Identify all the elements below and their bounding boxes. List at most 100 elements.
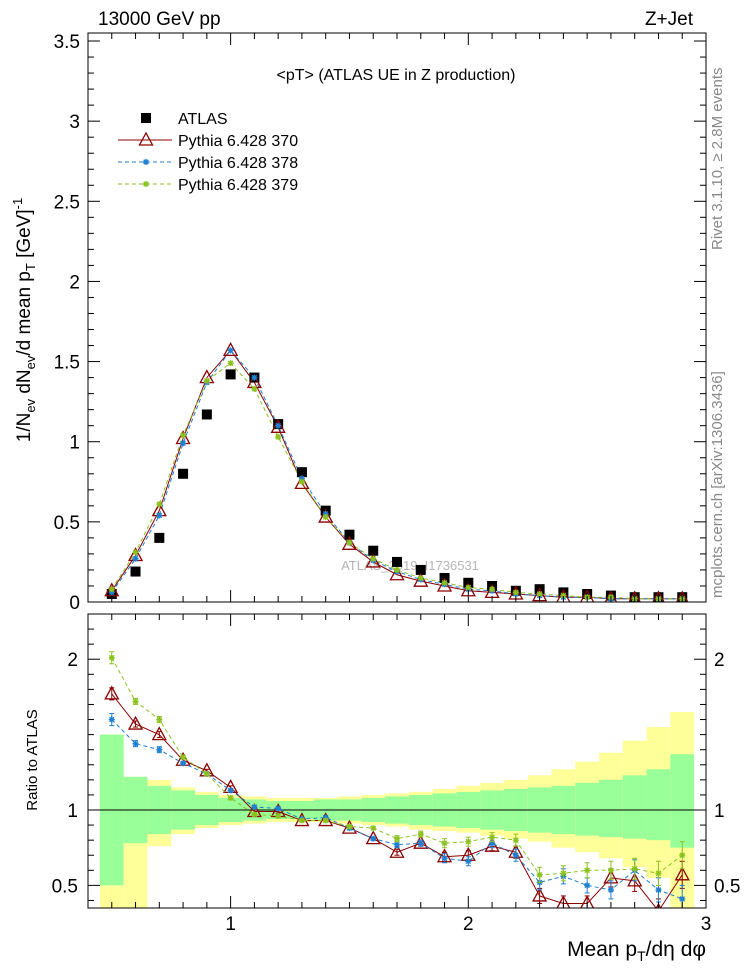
main-plot-area [104, 341, 689, 602]
ratio-data-point [607, 886, 614, 893]
atlas-data-point [582, 588, 593, 599]
watermark: ATLAS_2019_I1736531 [341, 558, 479, 573]
mc-data-point [465, 584, 472, 591]
ratio-data-point [556, 895, 571, 908]
mc-data-point [370, 555, 377, 562]
mc-data-point [180, 432, 187, 439]
mc-data-point [298, 475, 305, 482]
main-y-tick-label: 3 [69, 112, 80, 133]
legend-label: ATLAS [178, 111, 228, 128]
mc-data-point [132, 555, 139, 562]
ratio-data-point [512, 837, 519, 844]
main-y-tick-label: 3.5 [54, 32, 80, 53]
ratio-data-point [180, 760, 187, 767]
legend-marker-atlas [141, 113, 151, 123]
mc-data-point [227, 347, 234, 354]
ratio-data-point [536, 871, 543, 878]
ratio-data-point [132, 740, 139, 747]
mc-data-point [108, 586, 115, 593]
mc-data-point [652, 590, 665, 602]
mc-data-point [346, 539, 353, 546]
ratio-data-point [227, 787, 234, 794]
ratio-data-point [104, 685, 120, 700]
legend: ATLAS Pythia 6.428 370 Pythia 6.428 378 Pyt… [118, 111, 298, 194]
mc-data-point [580, 588, 595, 602]
axes: 00.511.522.533.51 2 30.5 0.51 12 2 [52, 32, 741, 935]
mc-data-point [294, 475, 310, 490]
mc-data-point [394, 566, 400, 573]
mc-data-point [341, 535, 358, 550]
mc-data-point [556, 588, 571, 602]
ratio-data-point [322, 814, 329, 821]
mc-data-point [322, 514, 329, 521]
ratio-data-point [298, 817, 305, 824]
legend-label: Pythia 6.428 370 [178, 133, 298, 150]
main-y-tick-label: 1.5 [54, 353, 80, 374]
mc-data-point [203, 377, 210, 384]
ratio-y-tick-label-right: 0.5 [714, 876, 740, 897]
mc-data-point [318, 508, 334, 523]
mc-data-point [104, 582, 120, 597]
ratio-data-point [465, 858, 472, 865]
ratio-data-point [275, 813, 282, 820]
ratio-data-point [227, 794, 234, 801]
mc-data-point [604, 590, 618, 602]
mc-data-point [322, 510, 329, 517]
ratio-data-point [251, 803, 258, 810]
ratio-data-point [627, 872, 643, 887]
ratio-data-point [607, 867, 614, 874]
ratio-data-point [441, 855, 448, 862]
mc-data-point [156, 501, 163, 508]
ratio-data-point [413, 834, 429, 849]
ratio-y-axis-label: Ratio to ATLAS [24, 709, 41, 810]
legend-label: Pythia 6.428 379 [178, 177, 298, 194]
ratio-data-point [417, 840, 424, 847]
ratio-data-point [180, 754, 187, 761]
ratio-data-point [365, 830, 381, 845]
atlas-data-point [154, 532, 165, 543]
atlas-data-point [415, 564, 426, 575]
ratio-data-point [151, 726, 167, 741]
side-label-rivet: Rivet 3.1.10, ≥ 2.8M events [709, 68, 726, 251]
ratio-data-point [441, 840, 448, 847]
inner-band-bin [622, 775, 647, 839]
ratio-data-point [203, 770, 210, 777]
main-y-tick-label: 0 [69, 593, 80, 614]
x-axis-label: Mean pT/dη dφ [567, 938, 706, 964]
mc-data-point [251, 374, 258, 381]
mc-data-point [275, 422, 282, 429]
mc-data-point [275, 433, 282, 440]
mc-data-point [489, 586, 496, 593]
ratio-data-point [489, 840, 496, 847]
main-y-tick-label: 2.5 [54, 192, 80, 213]
mc-data-point [156, 512, 163, 519]
ratio-data-point [156, 746, 163, 753]
atlas-data-point [178, 468, 189, 479]
mc-data-point [628, 590, 641, 602]
ratio-y-tick-label-right: 2 [714, 650, 725, 671]
atlas-data-point [558, 587, 569, 598]
ratio-data-point [532, 887, 548, 902]
ratio-y-tick-label: 1 [67, 801, 78, 822]
mc-data-point [512, 589, 519, 596]
mc-data-point [227, 360, 234, 367]
x-tick-label: 1 [225, 914, 236, 935]
mc-data-point [180, 440, 187, 447]
mc-data-point [560, 592, 567, 599]
main-y-tick-label: 1 [69, 433, 80, 454]
ratio-data-point [275, 805, 282, 812]
mc-data-point [365, 553, 381, 568]
main-y-tick-label: 0.5 [54, 513, 80, 534]
ratio-data-point [679, 852, 686, 859]
atlas-data-point [392, 556, 402, 567]
ratio-data-point [370, 835, 377, 842]
mc-data-point [298, 478, 305, 485]
mc-data-point [389, 566, 405, 581]
legend-marker [143, 181, 149, 187]
ratio-data-point [394, 835, 400, 842]
ratio-data-point [346, 823, 353, 830]
mc-data-point [413, 572, 429, 587]
atlas-data-point [201, 409, 212, 420]
